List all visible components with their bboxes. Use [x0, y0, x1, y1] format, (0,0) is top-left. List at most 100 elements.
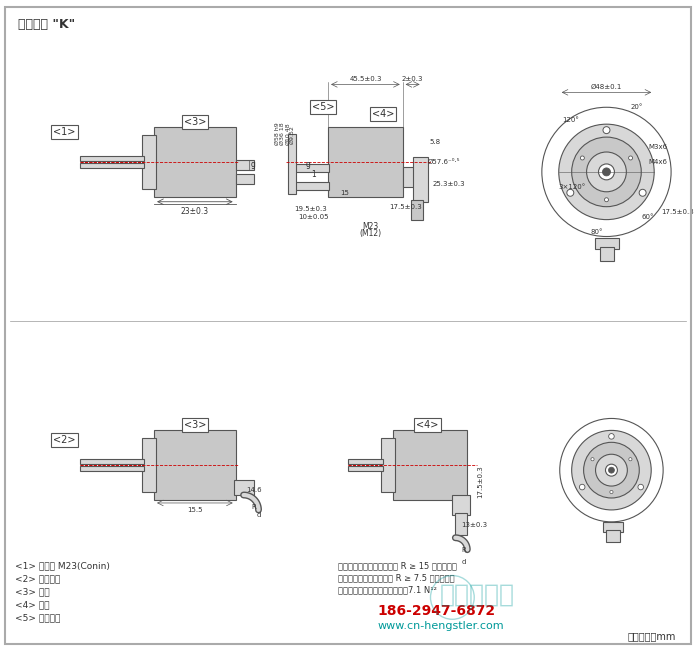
Bar [606, 530, 620, 542]
Text: <3> 轴向: <3> 轴向 [15, 587, 50, 596]
Bar [293, 182, 329, 190]
Text: g: g [251, 160, 256, 169]
Text: Ø48±0.1: Ø48±0.1 [591, 83, 622, 89]
Circle shape [572, 430, 651, 510]
Circle shape [580, 484, 585, 490]
Text: 夹紧法兰 "K": 夹紧法兰 "K" [18, 18, 75, 31]
Bar [452, 495, 470, 515]
Text: <3>: <3> [183, 117, 206, 127]
Bar [234, 480, 253, 495]
Circle shape [609, 434, 614, 439]
Circle shape [572, 137, 641, 206]
Bar [293, 164, 329, 172]
Text: 17.5±0.3: 17.5±0.3 [477, 465, 483, 499]
Text: <5>: <5> [312, 102, 335, 112]
Bar [142, 438, 156, 492]
Bar [348, 459, 383, 464]
Text: <4>: <4> [372, 109, 394, 119]
Text: 80°: 80° [590, 229, 603, 234]
Text: <4>: <4> [416, 421, 439, 430]
Circle shape [610, 490, 613, 493]
Text: <2> 连接电缆: <2> 连接电缆 [15, 575, 60, 583]
Text: Ø58 h9: Ø58 h9 [275, 123, 281, 145]
Bar [393, 430, 468, 500]
Bar [594, 238, 620, 249]
Circle shape [584, 442, 639, 498]
Text: 轴承支总载荷（径向和轴向）：7.1 N¹²: 轴承支总载荷（径向和轴向）：7.1 N¹² [338, 585, 437, 594]
Text: 23±0.3: 23±0.3 [181, 206, 209, 215]
Text: 17.5±0.3: 17.5±0.3 [389, 204, 422, 210]
Text: 45.5±0.3: 45.5±0.3 [349, 76, 382, 83]
Bar [80, 459, 144, 464]
Circle shape [606, 464, 617, 476]
Text: R: R [461, 547, 466, 553]
Circle shape [603, 127, 610, 133]
Text: www.cn-hengstler.com: www.cn-hengstler.com [378, 621, 505, 631]
Bar [142, 135, 156, 189]
Text: <5> 二者选一: <5> 二者选一 [15, 613, 60, 622]
Text: (M12): (M12) [360, 229, 382, 238]
Circle shape [639, 189, 646, 196]
Bar [603, 522, 624, 532]
Text: 60°: 60° [642, 214, 654, 219]
Text: R: R [251, 504, 256, 510]
Text: 5.8: 5.8 [430, 139, 440, 145]
Bar [456, 513, 468, 534]
Text: 186-2947-6872: 186-2947-6872 [378, 604, 496, 618]
Bar [154, 430, 236, 500]
Text: M4x6: M4x6 [648, 159, 667, 165]
Text: Ø9.52: Ø9.52 [289, 125, 294, 144]
Text: g: g [306, 160, 311, 169]
Circle shape [542, 107, 671, 236]
Text: 15.5: 15.5 [187, 507, 202, 513]
Text: M3x6: M3x6 [648, 144, 667, 150]
Circle shape [580, 156, 584, 160]
Text: <2>: <2> [53, 436, 76, 445]
Bar [328, 127, 402, 197]
Circle shape [598, 164, 615, 180]
Circle shape [629, 156, 633, 160]
Text: <3>: <3> [183, 421, 206, 430]
Circle shape [629, 458, 632, 461]
Circle shape [591, 458, 594, 461]
Text: <4> 径向: <4> 径向 [15, 600, 50, 609]
Circle shape [605, 198, 608, 202]
Text: M23: M23 [363, 221, 379, 230]
Text: 西安德图拓: 西安德图拓 [440, 583, 514, 607]
Text: 15: 15 [341, 190, 349, 196]
Text: 19.5±0.3: 19.5±0.3 [294, 206, 327, 212]
Circle shape [603, 168, 610, 176]
Text: 尺寸单位：mm: 尺寸单位：mm [628, 631, 676, 641]
Bar [599, 247, 615, 261]
Text: 14.6: 14.6 [246, 487, 262, 493]
Text: Ø57.6⁻⁰·⁵: Ø57.6⁻⁰·⁵ [428, 159, 460, 165]
Text: d: d [256, 512, 261, 518]
Circle shape [608, 467, 615, 473]
Text: 硬安装时的电缆弯曲半径 R ≥ 7.5 倍电缆直径: 硬安装时的电缆弯曲半径 R ≥ 7.5 倍电缆直径 [338, 574, 455, 583]
Text: 2±0.3: 2±0.3 [402, 76, 424, 83]
Text: 13±0.3: 13±0.3 [461, 522, 487, 528]
Circle shape [638, 484, 643, 490]
Text: 17.5±0.3: 17.5±0.3 [662, 209, 694, 215]
Text: <1>: <1> [53, 127, 76, 137]
Text: <1> 连接器 M23(Conin): <1> 连接器 M23(Conin) [15, 562, 110, 571]
Bar [412, 157, 428, 202]
Text: d: d [461, 559, 466, 564]
Text: 10±0.05: 10±0.05 [298, 214, 328, 219]
Bar [80, 163, 144, 168]
Text: Ø10.48: Ø10.48 [286, 123, 290, 145]
Circle shape [596, 454, 627, 486]
Bar [348, 466, 383, 471]
Text: 弹性安装时的电缆弯曲半径 R ≥ 15 倍电缆直径: 弹性安装时的电缆弯曲半径 R ≥ 15 倍电缆直径 [338, 562, 457, 571]
Text: Ø36 18: Ø36 18 [280, 123, 286, 145]
Bar [154, 127, 236, 197]
Bar [288, 134, 296, 194]
Bar [381, 438, 395, 492]
Text: 3×120°: 3×120° [558, 184, 585, 190]
Bar [236, 174, 253, 184]
Circle shape [560, 419, 663, 522]
Text: 120°: 120° [561, 117, 579, 123]
Bar [402, 167, 423, 187]
Circle shape [559, 124, 654, 219]
Bar [236, 160, 253, 170]
